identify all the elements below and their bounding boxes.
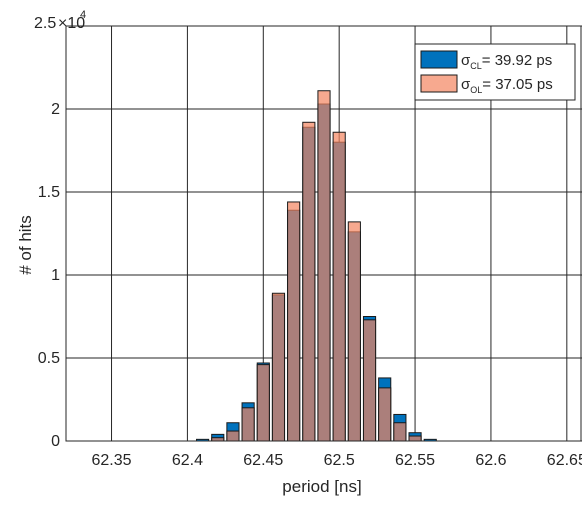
- bar-ol: [317, 90, 331, 442]
- legend-swatch: [420, 74, 458, 93]
- y-tick-label: 2.5: [34, 15, 56, 32]
- bars: [196, 90, 437, 442]
- bar-ol: [408, 435, 422, 442]
- bar-ol: [362, 319, 377, 442]
- y-axis-exponent: ×10 4: [58, 9, 86, 32]
- x-tick-label: 62.6: [475, 452, 506, 469]
- y-tick-label: 1.5: [38, 184, 60, 201]
- y-exponent-power: 4: [80, 9, 86, 21]
- bar-ol: [332, 131, 346, 442]
- y-tick-label: 1: [51, 267, 60, 284]
- legend: σCL= 39.92 ps σOL= 37.05 ps: [414, 43, 576, 101]
- x-tick-label: 62.5: [324, 452, 355, 469]
- bar-ol: [256, 364, 270, 442]
- x-tick-label: 62.4: [172, 452, 203, 469]
- bar-ol: [378, 387, 392, 442]
- axis-ticks: 62.35 62.4 62.45 62.5 62.55 62.6 62.65 0 0.5 1 1.5…: [34, 15, 582, 469]
- bar-ol: [302, 121, 316, 442]
- x-tick-label: 62.55: [395, 452, 435, 469]
- x-tick-label: 62.65: [547, 452, 582, 469]
- bar-ol: [226, 430, 240, 442]
- y-tick-label: 0: [51, 433, 60, 450]
- bar-ol: [271, 292, 286, 442]
- y-exponent-base: ×10: [58, 15, 85, 32]
- plot-frame: [65, 25, 582, 442]
- x-axis-title: period [ns]: [282, 477, 361, 496]
- bar-ol: [287, 201, 301, 442]
- bar-ol: [393, 422, 407, 442]
- y-axis-title: # of hits: [16, 215, 35, 275]
- legend-swatch: [420, 50, 458, 69]
- y-tick-label: 0.5: [38, 350, 60, 367]
- bar-ol: [347, 221, 361, 442]
- x-tick-label: 62.35: [92, 452, 132, 469]
- x-tick-label: 62.45: [243, 452, 283, 469]
- legend-label: σCL= 39.92 ps: [461, 52, 552, 71]
- bar-ol: [241, 407, 255, 442]
- y-tick-label: 2: [51, 101, 60, 118]
- legend-label: σOL= 37.05 ps: [461, 76, 553, 95]
